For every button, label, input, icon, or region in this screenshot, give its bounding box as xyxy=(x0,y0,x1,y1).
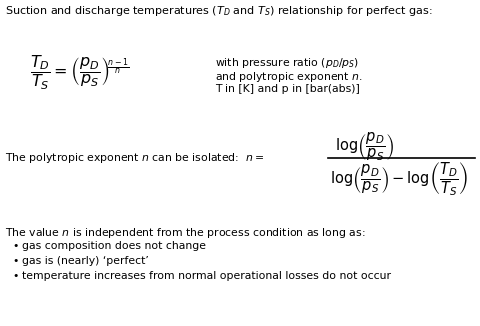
Text: T in [K] and p in [bar(abs)]: T in [K] and p in [bar(abs)] xyxy=(215,84,360,94)
Text: •: • xyxy=(12,241,18,251)
Text: The value $n$ is independent from the process condition as long as:: The value $n$ is independent from the pr… xyxy=(5,226,366,240)
Text: The polytropic exponent $n$ can be isolated:  $n =$: The polytropic exponent $n$ can be isola… xyxy=(5,151,264,165)
Text: Suction and discharge temperatures ($T_D$ and $T_S$) relationship for perfect ga: Suction and discharge temperatures ($T_D… xyxy=(5,4,432,18)
Text: gas composition does not change: gas composition does not change xyxy=(22,241,206,251)
Text: •: • xyxy=(12,256,18,266)
Text: $\log\!\left(\dfrac{p_D}{p_S}\right) - \log\!\left(\dfrac{T_D}{T_S}\right)$: $\log\!\left(\dfrac{p_D}{p_S}\right) - \… xyxy=(330,160,468,198)
Text: $\dfrac{T_D}{T_S} = \left(\dfrac{p_D}{p_S}\right)^{\!\frac{n-1}{n}}$: $\dfrac{T_D}{T_S} = \left(\dfrac{p_D}{p_… xyxy=(30,54,130,92)
Text: $\log\!\left(\dfrac{p_D}{p_S}\right)$: $\log\!\left(\dfrac{p_D}{p_S}\right)$ xyxy=(335,130,394,163)
Text: •: • xyxy=(12,271,18,281)
Text: gas is (nearly) ‘perfect’: gas is (nearly) ‘perfect’ xyxy=(22,256,149,266)
Text: temperature increases from normal operational losses do not occur: temperature increases from normal operat… xyxy=(22,271,391,281)
Text: and polytropic exponent $n$.: and polytropic exponent $n$. xyxy=(215,70,363,84)
Text: with pressure ratio ($p_D$/$p_S$): with pressure ratio ($p_D$/$p_S$) xyxy=(215,56,359,70)
